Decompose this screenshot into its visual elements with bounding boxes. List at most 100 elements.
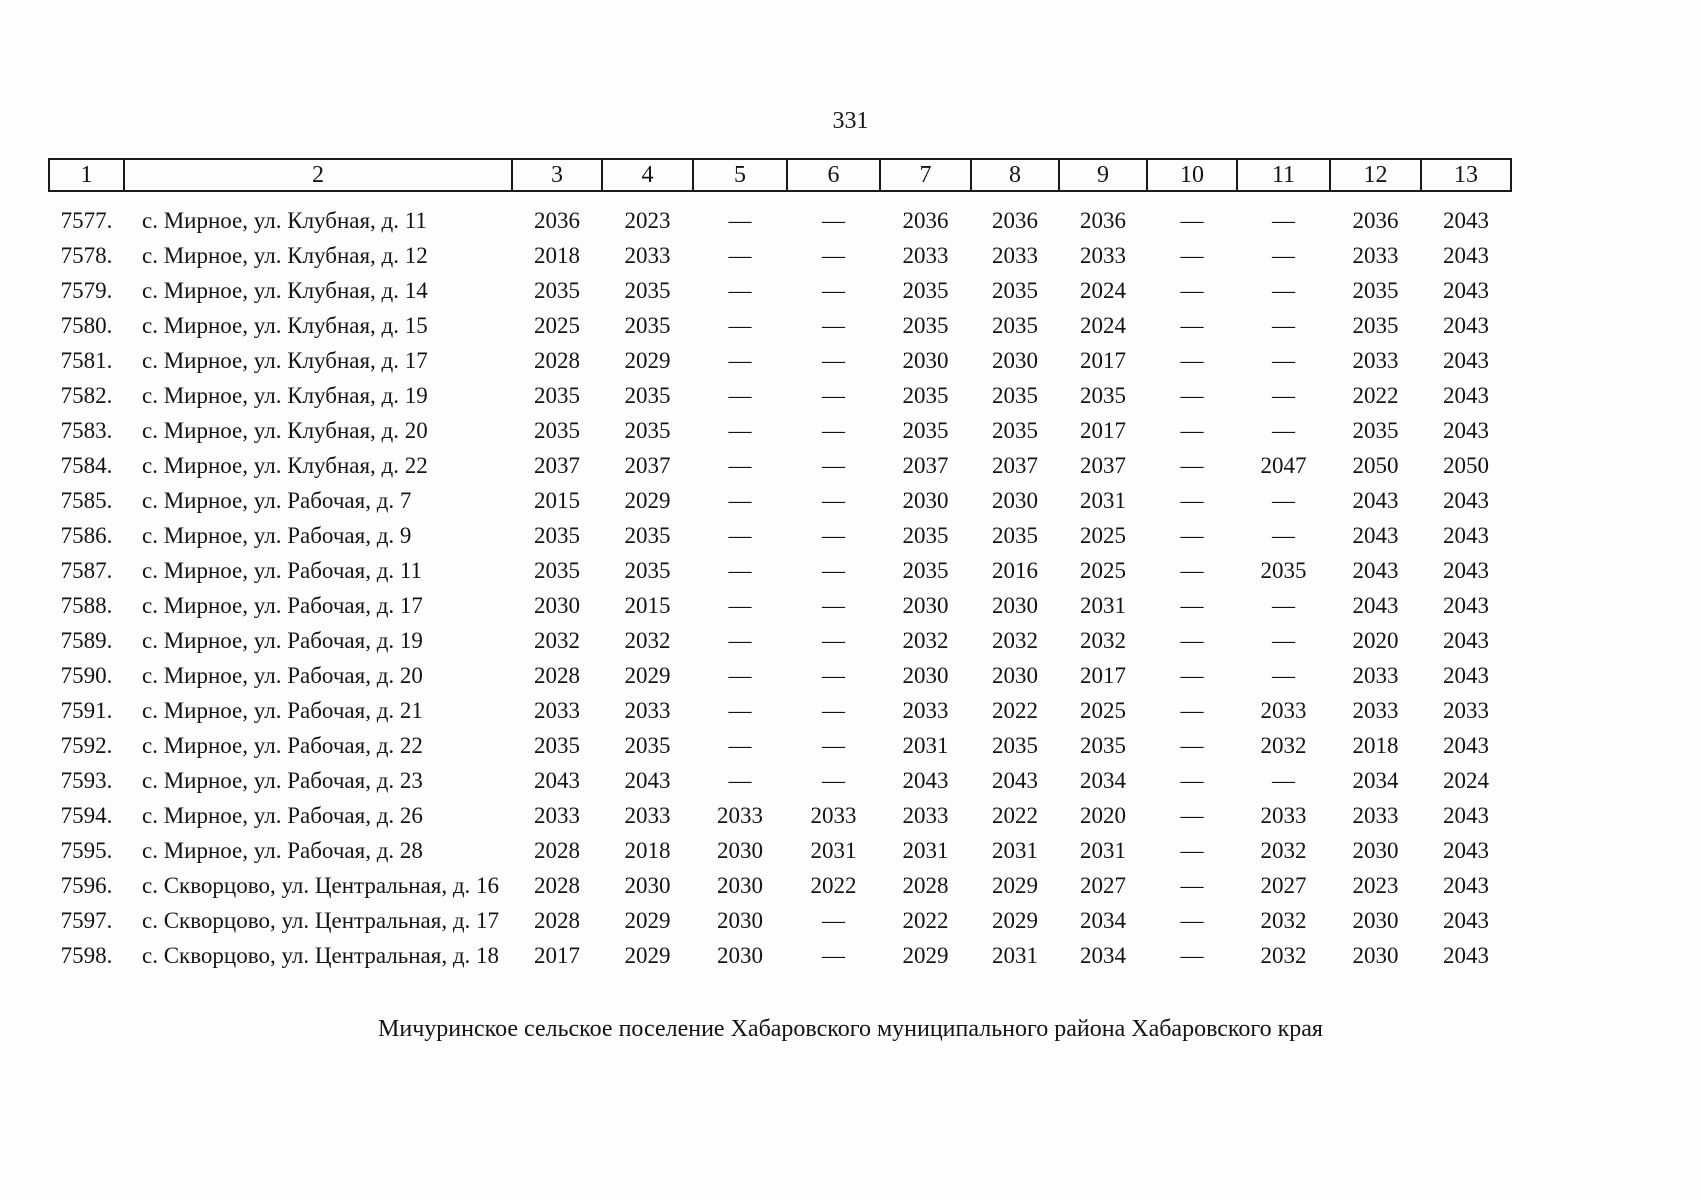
- year-value-cell: 2028: [534, 663, 580, 688]
- header-cell-9: 9: [1058, 158, 1148, 192]
- year-value-cell: 2031: [1080, 838, 1126, 863]
- year-value-cell: 2020: [1080, 803, 1126, 828]
- year-value-cell: 2035: [1080, 733, 1126, 758]
- year-value-cell: —: [1180, 873, 1204, 898]
- year-value-cell: 2037: [992, 453, 1038, 478]
- year-value-cell: 2050: [1352, 453, 1399, 478]
- year-value-cell: —: [822, 593, 845, 618]
- year-value-cell: 2033: [534, 698, 580, 723]
- year-value-cell: 2043: [1443, 208, 1489, 233]
- table-row: 7584. с. Мирное, ул. Клубная, д. 22 2037 20…: [49, 449, 1511, 484]
- year-value-cell: 2036: [1080, 208, 1126, 233]
- year-value-cell: 2035: [534, 383, 580, 408]
- year-value-cell: 2043: [1443, 803, 1489, 828]
- row-number-cell: 7588.: [60, 593, 113, 618]
- table-body: 7577. с. Мирное, ул. Клубная, д. 11 2036 20…: [49, 191, 1511, 974]
- year-value-cell: 2030: [902, 663, 949, 688]
- year-value-cell: —: [822, 523, 845, 548]
- year-value-cell: 2034: [1080, 943, 1126, 968]
- year-value-cell: —: [1180, 593, 1204, 618]
- year-value-cell: —: [1180, 803, 1204, 828]
- year-value-cell: —: [1272, 383, 1295, 408]
- year-value-cell: 2043: [1443, 663, 1489, 688]
- year-value-cell: —: [1272, 278, 1295, 303]
- year-value-cell: 2036: [534, 208, 580, 233]
- year-value-cell: 2022: [810, 873, 857, 898]
- table-row: 7585. с. Мирное, ул. Рабочая, д. 7 2015 202…: [49, 484, 1511, 519]
- address-cell: с. Мирное, ул. Клубная, д. 19: [142, 383, 428, 408]
- year-value-cell: 2018: [534, 243, 580, 268]
- year-value-cell: 2043: [1443, 488, 1489, 513]
- year-value-cell: —: [1180, 488, 1204, 513]
- year-value-cell: 2033: [992, 243, 1038, 268]
- year-value-cell: 2037: [902, 453, 949, 478]
- table-row: 7579. с. Мирное, ул. Клубная, д. 14 2035 20…: [49, 274, 1511, 309]
- year-value-cell: 2031: [810, 838, 857, 863]
- year-value-cell: 2035: [992, 418, 1038, 443]
- year-value-cell: —: [1180, 383, 1204, 408]
- table-row: 7577. с. Мирное, ул. Клубная, д. 11 2036 20…: [49, 191, 1511, 239]
- year-value-cell: —: [728, 663, 752, 688]
- year-value-cell: —: [1272, 243, 1295, 268]
- year-value-cell: —: [1180, 418, 1204, 443]
- year-value-cell: 2036: [1352, 208, 1399, 233]
- row-number-cell: 7596.: [60, 873, 113, 898]
- table-row: 7594. с. Мирное, ул. Рабочая, д. 26 2033 20…: [49, 799, 1511, 834]
- row-number-cell: 7580.: [60, 313, 113, 338]
- year-value-cell: 2029: [624, 348, 671, 373]
- year-value-cell: 2030: [717, 943, 763, 968]
- row-number-cell: 7591.: [60, 698, 113, 723]
- year-value-cell: 2043: [1443, 628, 1489, 653]
- year-value-cell: 2033: [1260, 698, 1307, 723]
- year-value-cell: —: [1272, 593, 1295, 618]
- year-value-cell: 2035: [992, 383, 1038, 408]
- row-number-cell: 7582.: [60, 383, 113, 408]
- address-cell: с. Мирное, ул. Клубная, д. 20: [142, 418, 428, 443]
- year-value-cell: 2037: [534, 453, 580, 478]
- year-value-cell: —: [1272, 348, 1295, 373]
- year-value-cell: —: [1180, 243, 1204, 268]
- year-value-cell: 2028: [534, 348, 580, 373]
- year-value-cell: 2033: [624, 243, 671, 268]
- address-cell: с. Мирное, ул. Рабочая, д. 11: [142, 558, 423, 583]
- year-value-cell: 2032: [1080, 628, 1126, 653]
- row-number-cell: 7579.: [60, 278, 113, 303]
- year-value-cell: 2043: [992, 768, 1038, 793]
- year-value-cell: 2030: [717, 873, 763, 898]
- header-cell-6: 6: [786, 158, 881, 192]
- year-value-cell: —: [1180, 663, 1204, 688]
- year-value-cell: 2027: [1080, 873, 1126, 898]
- year-value-cell: —: [822, 418, 845, 443]
- table-row: 7595. с. Мирное, ул. Рабочая, д. 28 2028 20…: [49, 834, 1511, 869]
- year-value-cell: 2032: [902, 628, 949, 653]
- year-value-cell: 2025: [1080, 558, 1126, 583]
- year-value-cell: —: [728, 593, 752, 618]
- year-value-cell: 2043: [1352, 523, 1399, 548]
- year-value-cell: 2022: [902, 908, 949, 933]
- year-value-cell: 2035: [1080, 383, 1126, 408]
- year-value-cell: 2029: [992, 908, 1038, 933]
- header-cell-12: 12: [1329, 158, 1422, 192]
- address-cell: с. Мирное, ул. Клубная, д. 14: [142, 278, 428, 303]
- year-value-cell: 2029: [902, 943, 949, 968]
- year-value-cell: 2035: [992, 313, 1038, 338]
- address-cell: с. Мирное, ул. Клубная, д. 22: [142, 453, 428, 478]
- year-value-cell: —: [822, 733, 845, 758]
- year-value-cell: —: [1272, 663, 1295, 688]
- year-value-cell: 2035: [902, 418, 949, 443]
- header-cell-5: 5: [692, 158, 788, 192]
- header-cell-2: 2: [123, 158, 513, 192]
- year-value-cell: 2035: [534, 278, 580, 303]
- year-value-cell: 2037: [1080, 453, 1126, 478]
- address-cell: с. Мирное, ул. Рабочая, д. 17: [142, 593, 423, 618]
- table-row: 7590. с. Мирное, ул. Рабочая, д. 20 2028 20…: [49, 659, 1511, 694]
- year-value-cell: 2032: [534, 628, 580, 653]
- address-cell: с. Мирное, ул. Рабочая, д. 23: [142, 768, 423, 793]
- year-value-cell: 2033: [534, 803, 580, 828]
- year-value-cell: 2030: [902, 593, 949, 618]
- year-value-cell: 2028: [534, 838, 580, 863]
- year-value-cell: 2035: [534, 558, 580, 583]
- year-value-cell: 2023: [624, 208, 671, 233]
- schedule-table: 1 2 3 4 5 6 7 8 9 10 11 12 13 7577. с. Ми…: [48, 158, 1512, 974]
- address-cell: с. Мирное, ул. Клубная, д. 15: [142, 313, 428, 338]
